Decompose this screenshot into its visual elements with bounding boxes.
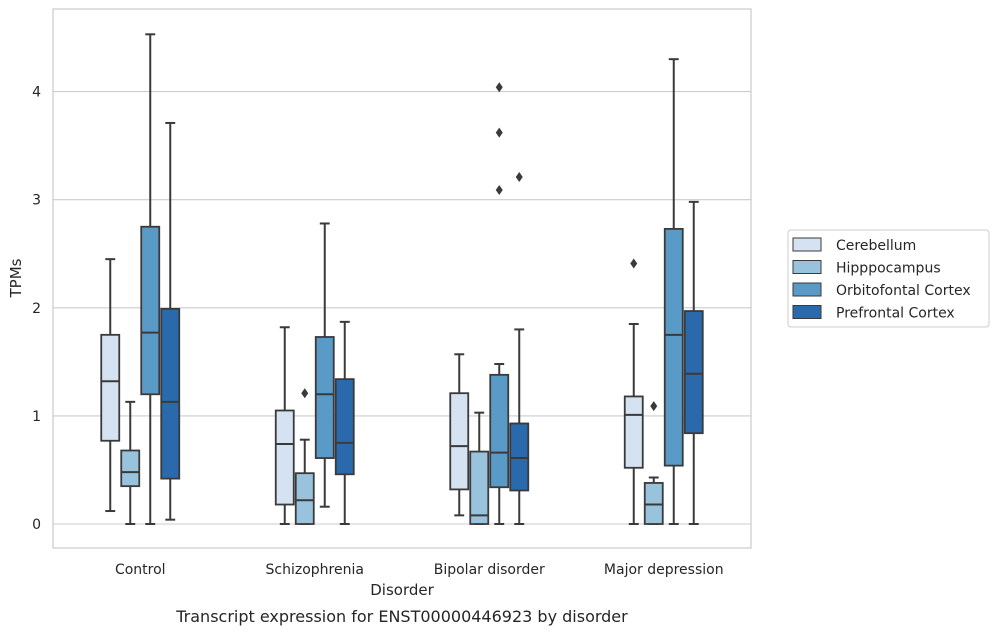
y-axis-label: TPMs — [7, 258, 25, 298]
box-plot — [489, 82, 510, 525]
box-plot — [120, 400, 141, 525]
box-plot — [663, 58, 684, 525]
x-tick-labels: Control Schizophrenia Bipolar disorder Majo… — [115, 562, 724, 578]
box-plot — [160, 121, 181, 521]
box-plot — [469, 411, 490, 525]
x-tick-label: Control — [115, 562, 166, 578]
box-plot — [643, 401, 664, 525]
x-tick-label: Major depression — [604, 562, 724, 578]
y-tick-label: 4 — [32, 85, 41, 101]
legend-swatch — [792, 282, 822, 297]
box-group — [449, 82, 530, 525]
legend-item: Orbitofontal Cortex — [792, 282, 971, 299]
outlier-point — [495, 127, 503, 138]
box-group — [100, 33, 181, 525]
box — [294, 472, 315, 525]
legend-item: Hipppocampus — [792, 260, 941, 277]
box — [469, 450, 490, 525]
legend-label: Cerebellum — [836, 238, 916, 254]
box — [683, 310, 704, 435]
box-plot — [100, 258, 121, 513]
box-plot — [140, 33, 161, 525]
legend-item: Prefrontal Cortex — [792, 305, 955, 322]
box-plot — [334, 320, 355, 525]
legend-label: Orbitofontal Cortex — [836, 283, 971, 299]
box — [643, 482, 664, 525]
x-tick-label: Schizophrenia — [266, 562, 364, 578]
box-group — [274, 222, 355, 525]
x-axis-label: Disorder — [370, 581, 434, 599]
box — [663, 227, 684, 467]
figure-caption: Transcript expression for ENST0000044692… — [175, 607, 628, 626]
box-plot — [274, 326, 295, 525]
legend-swatch — [792, 305, 822, 319]
y-tick-labels: 0 1 2 3 4 — [32, 85, 41, 533]
box-group — [623, 58, 704, 525]
box-plot — [294, 388, 315, 525]
y-tick-label: 1 — [32, 409, 41, 425]
box — [140, 225, 161, 396]
y-tick-label: 3 — [32, 193, 41, 209]
box-plot — [314, 222, 335, 508]
outlier-point — [495, 82, 503, 93]
box — [489, 373, 510, 489]
box-plot — [623, 258, 644, 525]
legend-item: Cerebellum — [792, 237, 916, 254]
legend-swatch — [792, 237, 822, 252]
box — [160, 307, 181, 480]
outlier-point — [495, 184, 503, 195]
legend-label: Hipppocampus — [836, 261, 941, 277]
legend-frame — [787, 229, 990, 328]
box — [449, 392, 470, 491]
box — [509, 422, 530, 492]
legend-swatch — [792, 260, 822, 274]
legend: Cerebellum Hipppocampus Orbitofontal Corte… — [787, 229, 990, 328]
box — [120, 449, 141, 488]
y-tick-label: 0 — [32, 517, 41, 533]
box-plot — [509, 171, 530, 525]
outlier-point — [630, 258, 638, 269]
legend-label: Prefrontal Cortex — [836, 306, 955, 322]
box — [100, 333, 121, 442]
box-plot — [449, 353, 470, 517]
box — [623, 395, 644, 469]
x-tick-label: Bipolar disorder — [434, 562, 545, 578]
box — [314, 336, 335, 459]
y-tick-label: 2 — [32, 301, 41, 317]
box — [334, 378, 355, 476]
outlier-point — [515, 171, 523, 182]
box — [274, 409, 295, 506]
box-groups — [100, 33, 704, 525]
outlier-point — [301, 388, 309, 399]
outlier-point — [650, 401, 658, 412]
box-plot — [683, 200, 704, 525]
